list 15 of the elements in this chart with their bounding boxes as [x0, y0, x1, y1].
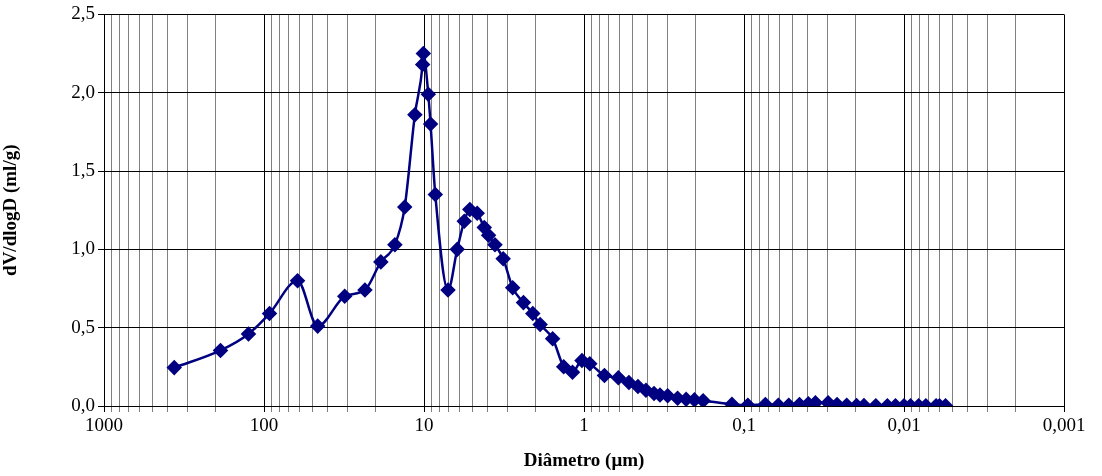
x-tick-label: 0,001	[1042, 414, 1086, 436]
x-tick-label: 0,01	[887, 414, 921, 436]
y-tick-label: 1,5	[71, 159, 95, 181]
x-tick-label: 1	[579, 414, 589, 436]
x-axis-title: Diâmetro (μm)	[523, 448, 645, 471]
x-tick-label: 0,1	[732, 414, 756, 436]
y-tick-label: 2,0	[71, 80, 95, 102]
y-tick-label: 0,5	[71, 315, 95, 337]
x-tick-label: 100	[249, 414, 279, 436]
y-tick-label: 0,0	[71, 393, 95, 415]
y-tick-label: 2,5	[71, 2, 95, 24]
x-tick-label: 10	[414, 414, 434, 436]
y-tick-label: 1,0	[71, 237, 95, 259]
x-tick-label: 1000	[85, 414, 123, 436]
y-axis-title: dV/dlogD (ml/g)	[0, 144, 22, 276]
